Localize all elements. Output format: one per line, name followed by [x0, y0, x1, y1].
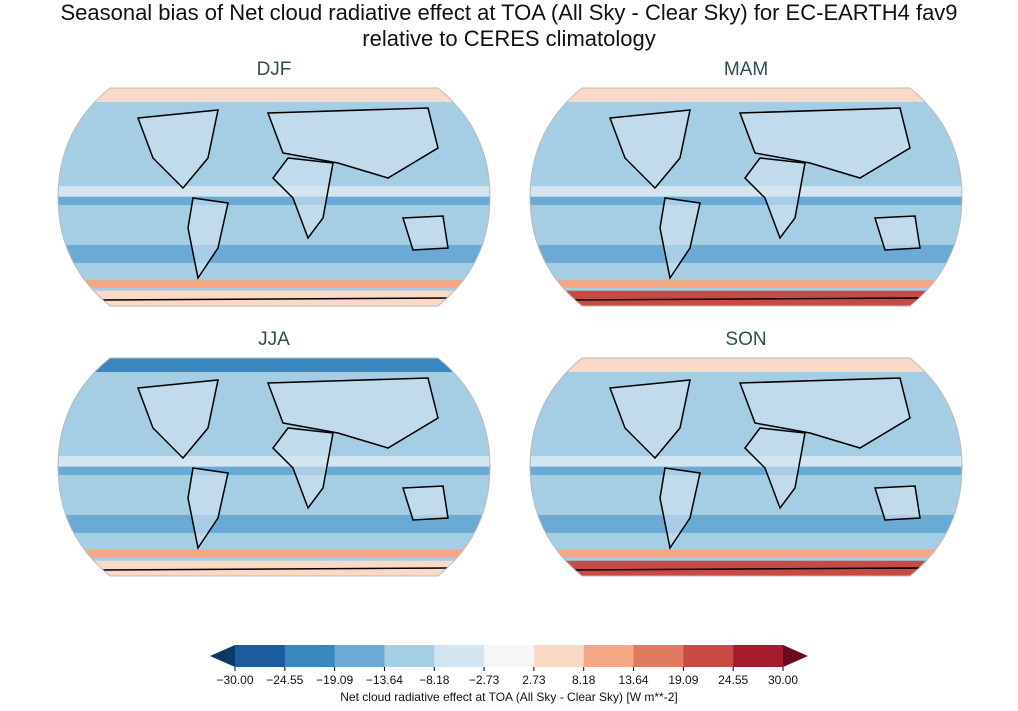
band: [58, 456, 490, 467]
colorbar-segment: [683, 645, 734, 667]
coastline: [608, 109, 691, 190]
colorbar-tick-label: −30.00: [216, 673, 253, 687]
colorbar-tick-label: 19.09: [668, 673, 698, 687]
maps: DJF MAM JJA SON: [57, 59, 963, 577]
coastline: [272, 157, 334, 240]
coastline: [873, 215, 921, 251]
colorbar-tick-label: 2.73: [522, 673, 546, 687]
coastline: [97, 567, 451, 571]
band: [530, 290, 962, 306]
coastline: [97, 297, 451, 301]
coastline: [569, 567, 923, 571]
band: [58, 88, 490, 102]
coastline: [266, 377, 439, 449]
colorbar-segment: [434, 645, 485, 667]
map-field: [58, 358, 490, 576]
colorbar-extend-high: [783, 645, 808, 667]
colorbar-segment: [334, 645, 385, 667]
colorbar-segment: [484, 645, 535, 667]
panel-title: JJA: [258, 329, 290, 350]
coastline: [266, 107, 439, 179]
colorbar-tick-label: 24.55: [718, 673, 748, 687]
band: [58, 560, 490, 576]
map-frame: [57, 357, 491, 577]
colorbar-tick-label: −2.73: [469, 673, 500, 687]
coastline: [401, 215, 449, 251]
map-field: [530, 358, 962, 576]
colorbar-tick-label: −13.64: [366, 673, 403, 687]
band: [530, 186, 962, 197]
colorbar-tick-label: 8.18: [572, 673, 596, 687]
colorbar-segment: [733, 645, 784, 667]
band: [530, 549, 962, 558]
band: [58, 358, 490, 372]
coastline: [401, 485, 449, 521]
coastline: [659, 197, 701, 280]
band: [530, 88, 962, 102]
coastline: [136, 109, 219, 190]
colorbar-segment: [533, 645, 585, 667]
coastline: [738, 377, 911, 449]
band: [530, 560, 962, 576]
figure-subtitle: relative to CERES climatology: [362, 26, 655, 51]
colorbar-segment: [583, 645, 635, 667]
map-frame: [57, 87, 491, 307]
colorbar-extend-low: [210, 645, 235, 667]
coastline: [873, 485, 921, 521]
colorbar-segment: [633, 645, 684, 667]
band: [58, 514, 490, 533]
colorbar-tick-label: 30.00: [768, 673, 798, 687]
map-frame: [529, 357, 963, 577]
colorbar-segment: [384, 645, 435, 667]
band: [58, 290, 490, 306]
band: [58, 467, 490, 475]
coastline: [136, 379, 219, 460]
band: [58, 549, 490, 558]
band: [530, 197, 962, 205]
coastline: [569, 297, 923, 301]
colorbar-segment: [235, 645, 286, 667]
band: [530, 514, 962, 533]
band: [530, 456, 962, 467]
map-field: [58, 88, 490, 306]
colorbar-segment: [284, 645, 336, 667]
colorbar-tick-label: 13.64: [619, 673, 649, 687]
panel-title: DJF: [257, 59, 292, 80]
figure-title: Seasonal bias of Net cloud radiative eff…: [60, 0, 957, 25]
band: [58, 244, 490, 263]
map-field: [530, 88, 962, 306]
panel-title: MAM: [724, 59, 768, 80]
coastline: [187, 197, 229, 280]
panel-title: SON: [725, 329, 766, 350]
coastline: [187, 467, 229, 550]
colorbar-tick-label: −19.09: [316, 673, 353, 687]
band: [530, 467, 962, 475]
coastline: [272, 427, 334, 510]
colorbar-tick-label: −24.55: [266, 673, 303, 687]
band: [58, 186, 490, 197]
band: [58, 279, 490, 288]
colorbar-tick-label: −8.18: [419, 673, 450, 687]
colorbar-label: Net cloud radiative effect at TOA (All S…: [340, 690, 677, 704]
coastline: [744, 427, 806, 510]
map-frame: [529, 87, 963, 307]
band: [530, 358, 962, 372]
coastline: [744, 157, 806, 240]
band: [58, 197, 490, 205]
coastline: [738, 107, 911, 179]
band: [530, 279, 962, 288]
colorbar: −30.00 −24.55 −19.09 −13.64 −8.18 −2.73 2.73 8.…: [210, 645, 808, 704]
coastline: [608, 379, 691, 460]
band: [530, 244, 962, 263]
coastline: [659, 467, 701, 550]
